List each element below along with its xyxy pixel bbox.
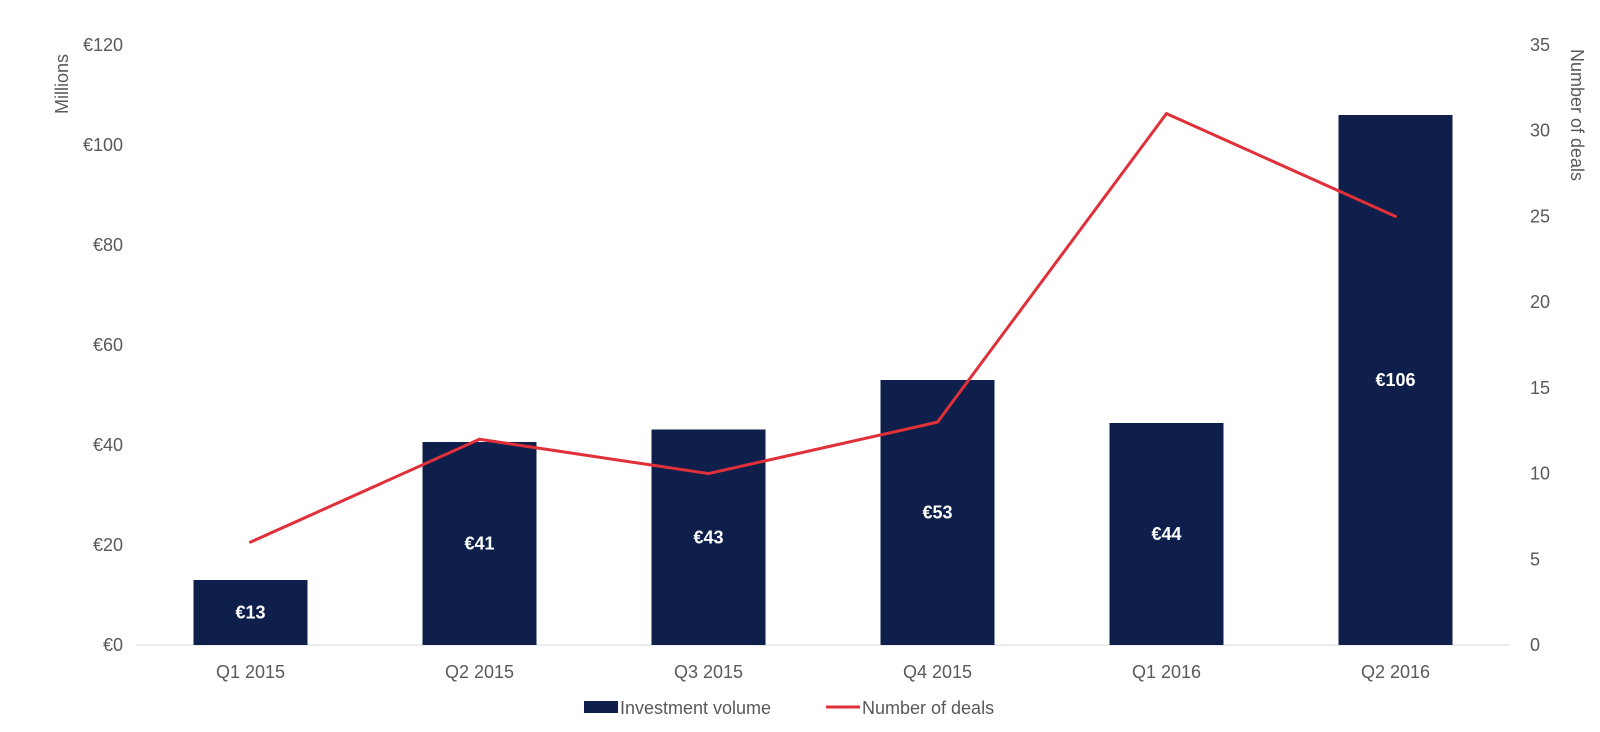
x-tick-label: Q4 2015	[903, 662, 972, 682]
x-tick-label: Q3 2015	[674, 662, 743, 682]
bar-data-label: €106	[1375, 370, 1415, 390]
y-tick-label: €20	[93, 535, 123, 555]
left-axis: €0 €20 €40 €60 €80 €100 €120	[83, 35, 123, 655]
legend-label-number-of-deals: Number of deals	[862, 698, 994, 718]
bar-data-label: €13	[235, 603, 265, 623]
y-tick-label: €60	[93, 335, 123, 355]
legend-label-investment-volume: Investment volume	[620, 698, 771, 718]
category-axis: Q1 2015 Q2 2015 Q3 2015 Q4 2015 Q1 2016 Q2 20…	[216, 662, 1430, 682]
bar	[1109, 423, 1224, 645]
x-tick-label: Q2 2015	[445, 662, 514, 682]
y2-tick-label: 0	[1530, 635, 1540, 655]
y-tick-label: €0	[103, 635, 123, 655]
y2-tick-label: 15	[1530, 378, 1550, 398]
bar-data-labels: €13 €41 €43 €53 €44 €106	[235, 370, 1415, 623]
x-tick-label: Q1 2015	[216, 662, 285, 682]
bar	[880, 380, 995, 645]
y2-tick-label: 35	[1530, 35, 1550, 55]
line-point	[1165, 112, 1168, 116]
y2-tick-label: 5	[1530, 549, 1540, 569]
bar-data-label: €41	[464, 534, 494, 554]
y-tick-label: €80	[93, 235, 123, 255]
line-point	[478, 437, 481, 441]
right-axis: 0 5 10 15 20 25 30 35	[1530, 35, 1550, 655]
bar-series	[193, 115, 1453, 645]
y2-tick-label: 10	[1530, 464, 1550, 484]
y-tick-label: €120	[83, 35, 123, 55]
left-axis-title: Millions	[52, 54, 72, 114]
bar	[422, 442, 537, 645]
x-tick-label: Q2 2016	[1361, 662, 1430, 682]
legend-swatch-investment-volume	[584, 701, 618, 713]
bar-data-label: €44	[1151, 524, 1181, 544]
line-point	[249, 540, 252, 544]
bar-data-label: €53	[922, 503, 952, 523]
y2-tick-label: 20	[1530, 292, 1550, 312]
bar	[193, 580, 308, 645]
right-axis-title: Number of deals	[1567, 49, 1587, 181]
y2-tick-label: 30	[1530, 121, 1550, 141]
legend: Investment volume Number of deals	[584, 698, 994, 718]
line-point	[1394, 214, 1397, 218]
x-tick-label: Q1 2016	[1132, 662, 1201, 682]
line-point	[707, 472, 710, 476]
bar-data-label: €43	[693, 527, 723, 547]
bar	[1338, 115, 1453, 645]
y2-tick-label: 25	[1530, 206, 1550, 226]
line-path	[249, 112, 1397, 544]
y-tick-label: €100	[83, 135, 123, 155]
y-tick-label: €40	[93, 435, 123, 455]
line-point	[936, 420, 939, 424]
line-series	[249, 112, 1397, 544]
